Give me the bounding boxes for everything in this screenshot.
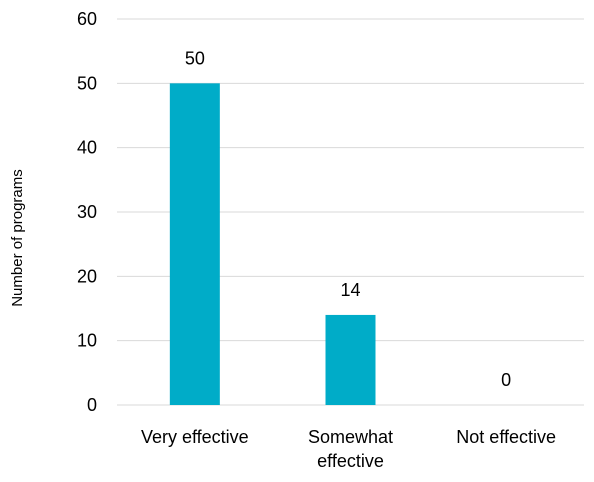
y-tick-label: 40 (77, 138, 97, 158)
x-tick-label: Somewhat effective (308, 427, 393, 471)
x-tick-label-line: effective (317, 451, 384, 471)
bar (325, 314, 376, 405)
y-tick-labels: 0 10 20 30 40 50 60 (77, 9, 97, 415)
y-tick-label: 50 (77, 73, 97, 93)
bars (169, 83, 376, 405)
y-tick-label: 20 (77, 266, 97, 286)
x-tick-labels: Very effective Somewhat effective Not effec… (141, 427, 556, 471)
y-tick-label: 10 (77, 331, 97, 351)
y-tick-label: 0 (87, 395, 97, 415)
data-label: 0 (501, 370, 511, 390)
bar (169, 83, 220, 405)
y-axis-label: Number of programs (9, 169, 26, 307)
x-tick-label-line: Not effective (456, 427, 556, 447)
x-tick-label-line: Very effective (141, 427, 249, 447)
data-label: 14 (340, 280, 360, 300)
x-tick-label: Not effective (456, 427, 556, 447)
data-labels: 50 14 0 (185, 48, 511, 390)
x-tick-label-line: Somewhat (308, 427, 393, 447)
data-label: 50 (185, 48, 205, 68)
y-tick-label: 30 (77, 202, 97, 222)
y-tick-label: 60 (77, 9, 97, 29)
x-tick-label: Very effective (141, 427, 249, 447)
